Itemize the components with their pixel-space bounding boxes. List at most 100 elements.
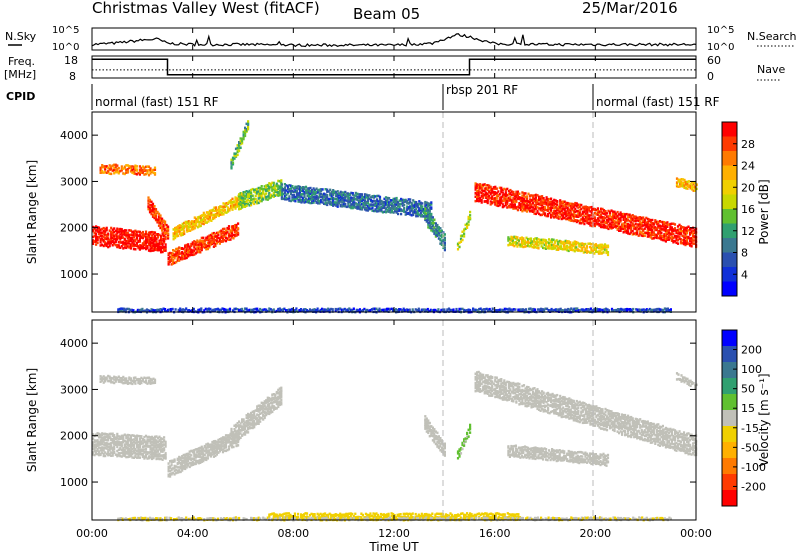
- power-cell: [691, 186, 694, 189]
- power-cell: [659, 308, 662, 311]
- power-cell: [186, 220, 189, 224]
- power-cell: [622, 231, 625, 234]
- velocity-cell: [221, 440, 225, 444]
- power-cell: [421, 205, 424, 208]
- power-cell: [138, 165, 141, 168]
- power-cell: [391, 204, 394, 207]
- power-cell: [652, 226, 655, 229]
- velocity-cell: [221, 442, 225, 445]
- power-cell: [173, 261, 176, 265]
- velocity-cell: [220, 448, 223, 452]
- power-cell: [131, 165, 134, 168]
- power-cell: [530, 194, 533, 197]
- power-cell: [693, 239, 696, 242]
- power-cell: [436, 234, 439, 238]
- power-cell: [437, 233, 440, 237]
- power-cell: [480, 194, 483, 198]
- power-cell: [559, 210, 562, 214]
- power-cell: [657, 236, 660, 240]
- y-tick-label: 3000: [60, 175, 88, 188]
- power-cell: [370, 308, 373, 311]
- velocity-cell: [144, 447, 148, 451]
- power-cell: [235, 234, 238, 237]
- power-cell: [675, 183, 679, 186]
- power-cell: [640, 227, 643, 231]
- power-cell: [126, 164, 129, 167]
- velocity-cell: [156, 453, 160, 456]
- power-cell: [232, 225, 235, 228]
- power-cell: [443, 308, 446, 311]
- power-cell: [575, 202, 578, 205]
- power-cell: [536, 308, 540, 311]
- power-cell: [164, 309, 167, 312]
- velocity-cell: [93, 450, 96, 453]
- power-cell: [169, 251, 172, 255]
- power-cell: [515, 190, 518, 194]
- power-cell: [155, 240, 158, 244]
- power-cell: [506, 200, 509, 204]
- velocity-cell: [146, 451, 149, 454]
- power-cell: [634, 217, 637, 220]
- velocity-cell: [132, 443, 135, 447]
- power-cell: [602, 226, 606, 229]
- power-cell: [534, 242, 537, 246]
- power-cell: [522, 203, 526, 206]
- power-cell: [286, 185, 289, 188]
- power-cell: [116, 244, 119, 247]
- power-cell: [120, 169, 123, 172]
- power-cell: [181, 233, 184, 236]
- power-cell: [536, 194, 539, 197]
- power-cell: [554, 215, 557, 218]
- power-cell: [196, 216, 199, 219]
- power-cell: [157, 224, 161, 227]
- power-cell: [577, 212, 580, 215]
- power-cell: [690, 245, 693, 248]
- power-cell: [178, 224, 181, 227]
- power-cell: [368, 203, 371, 206]
- power-cell: [203, 309, 206, 312]
- power-cell: [235, 230, 238, 234]
- velocity-cell: [161, 437, 164, 441]
- power-cell: [151, 202, 155, 206]
- power-cell: [507, 196, 510, 200]
- power-cell: [149, 232, 152, 236]
- power-cell: [207, 307, 210, 310]
- power-cell: [196, 239, 199, 242]
- power-cell: [357, 193, 360, 196]
- power-cell: [636, 223, 639, 226]
- power-cell: [321, 201, 324, 204]
- power-cell: [655, 227, 658, 230]
- power-cell: [195, 224, 198, 227]
- power-cell: [446, 309, 449, 313]
- power-cell: [419, 203, 422, 206]
- power-cell: [280, 193, 283, 197]
- power-cell: [497, 190, 500, 193]
- power-cell: [521, 209, 524, 213]
- power-cell: [398, 308, 401, 311]
- velocity-cell: [111, 448, 114, 452]
- power-cell: [360, 199, 363, 203]
- power-cell: [297, 198, 300, 202]
- power-cell: [578, 245, 581, 248]
- power-cell: [333, 197, 336, 201]
- power-cell: [157, 308, 161, 312]
- power-cell: [172, 260, 175, 263]
- power-cell: [691, 188, 694, 191]
- power-cell: [156, 236, 160, 239]
- power-cell: [545, 201, 548, 204]
- power-cell: [598, 222, 601, 226]
- power-cell: [181, 247, 184, 250]
- velocity-cell: [138, 440, 141, 443]
- velocity-cell: [155, 448, 158, 451]
- power-cell: [542, 202, 545, 205]
- power-cell: [510, 235, 513, 239]
- velocity-cell: [128, 439, 131, 442]
- power-cell: [198, 309, 201, 313]
- power-cell: [256, 192, 259, 195]
- power-cell: [506, 193, 509, 197]
- velocity-cell: [150, 451, 154, 454]
- velocity-cell: [125, 434, 128, 437]
- power-cell: [566, 206, 569, 209]
- velocity-cell: [122, 451, 125, 454]
- power-cell: [147, 309, 150, 312]
